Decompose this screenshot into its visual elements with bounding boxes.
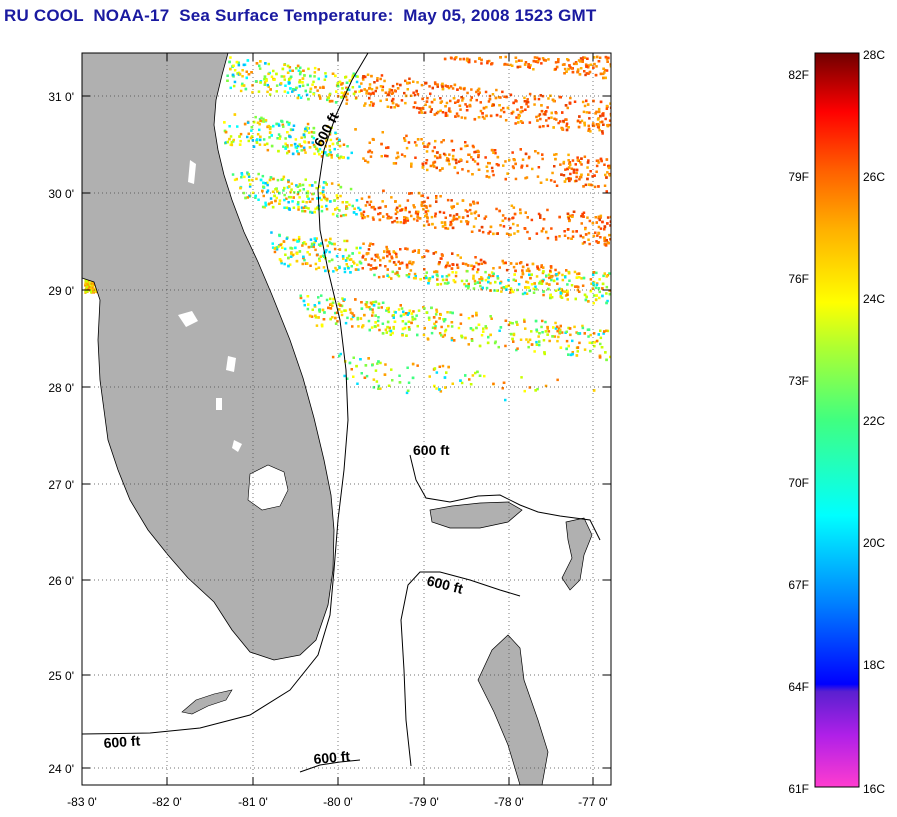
latitude-labels: 31 0' 30 0' 29 0' 28 0' 27 0' 26 0' 25 0… (48, 90, 74, 776)
lat-tick-label: 28 0' (48, 381, 74, 395)
lat-tick-label: 24 0' (48, 762, 74, 776)
temperature-colorbar: 82F 79F 76F 73F 70F 67F 64F 61F 28C 26C … (788, 48, 885, 796)
colorbar-c-label: 18C (863, 658, 885, 672)
lat-tick-label: 30 0' (48, 187, 74, 201)
map-title: RU COOL NOAA-17 Sea Surface Temperature:… (4, 6, 597, 25)
lat-tick-label: 27 0' (48, 478, 74, 492)
colorbar-c-label: 16C (863, 782, 885, 796)
lat-lon-grid (82, 53, 611, 785)
lat-tick-label: 31 0' (48, 90, 74, 104)
contour-label: 600 ft (413, 442, 450, 458)
colorbar-f-label: 64F (788, 680, 809, 694)
colorbar-f-label: 67F (788, 578, 809, 592)
lat-tick-label: 25 0' (48, 669, 74, 683)
colorbar-c-label: 28C (863, 48, 885, 62)
colorbar-c-label: 20C (863, 536, 885, 550)
map-area (82, 53, 611, 785)
contour-label: 600 ft (103, 732, 141, 751)
abaco-island (561, 517, 593, 591)
colorbar-c-label: 22C (863, 414, 885, 428)
longitude-labels: -83 0' -82 0' -81 0' -80 0' -79 0' -78 0… (67, 795, 608, 809)
lon-tick-label: -83 0' (67, 795, 97, 809)
lat-tick-label: 29 0' (48, 284, 74, 298)
map-frame (81, 52, 612, 786)
lon-tick-label: -79 0' (409, 795, 439, 809)
colorbar-f-label: 82F (788, 68, 809, 82)
colorbar-f-label: 70F (788, 476, 809, 490)
lake-okeechobee (247, 464, 289, 511)
grand-bahama-island (429, 501, 523, 529)
colorbar-f-label: 76F (788, 272, 809, 286)
isobath-contours (82, 53, 601, 773)
lon-tick-label: -81 0' (238, 795, 268, 809)
colorbar-gradient (814, 52, 860, 788)
lon-tick-label: -77 0' (578, 795, 608, 809)
lat-tick-label: 26 0' (48, 574, 74, 588)
axis-tick-marks (81, 53, 611, 785)
contour-label: 600 ft (313, 748, 351, 767)
colorbar-f-label: 73F (788, 374, 809, 388)
andros-island (477, 634, 549, 785)
lon-tick-label: -78 0' (494, 795, 524, 809)
lon-tick-label: -80 0' (323, 795, 353, 809)
florida-keys (181, 689, 233, 715)
colorbar-c-label: 26C (863, 170, 885, 184)
colorbar-f-label: 61F (788, 782, 809, 796)
colorbar-f-label: 79F (788, 170, 809, 184)
lon-tick-label: -82 0' (152, 795, 182, 809)
colorbar-c-label: 24C (863, 292, 885, 306)
